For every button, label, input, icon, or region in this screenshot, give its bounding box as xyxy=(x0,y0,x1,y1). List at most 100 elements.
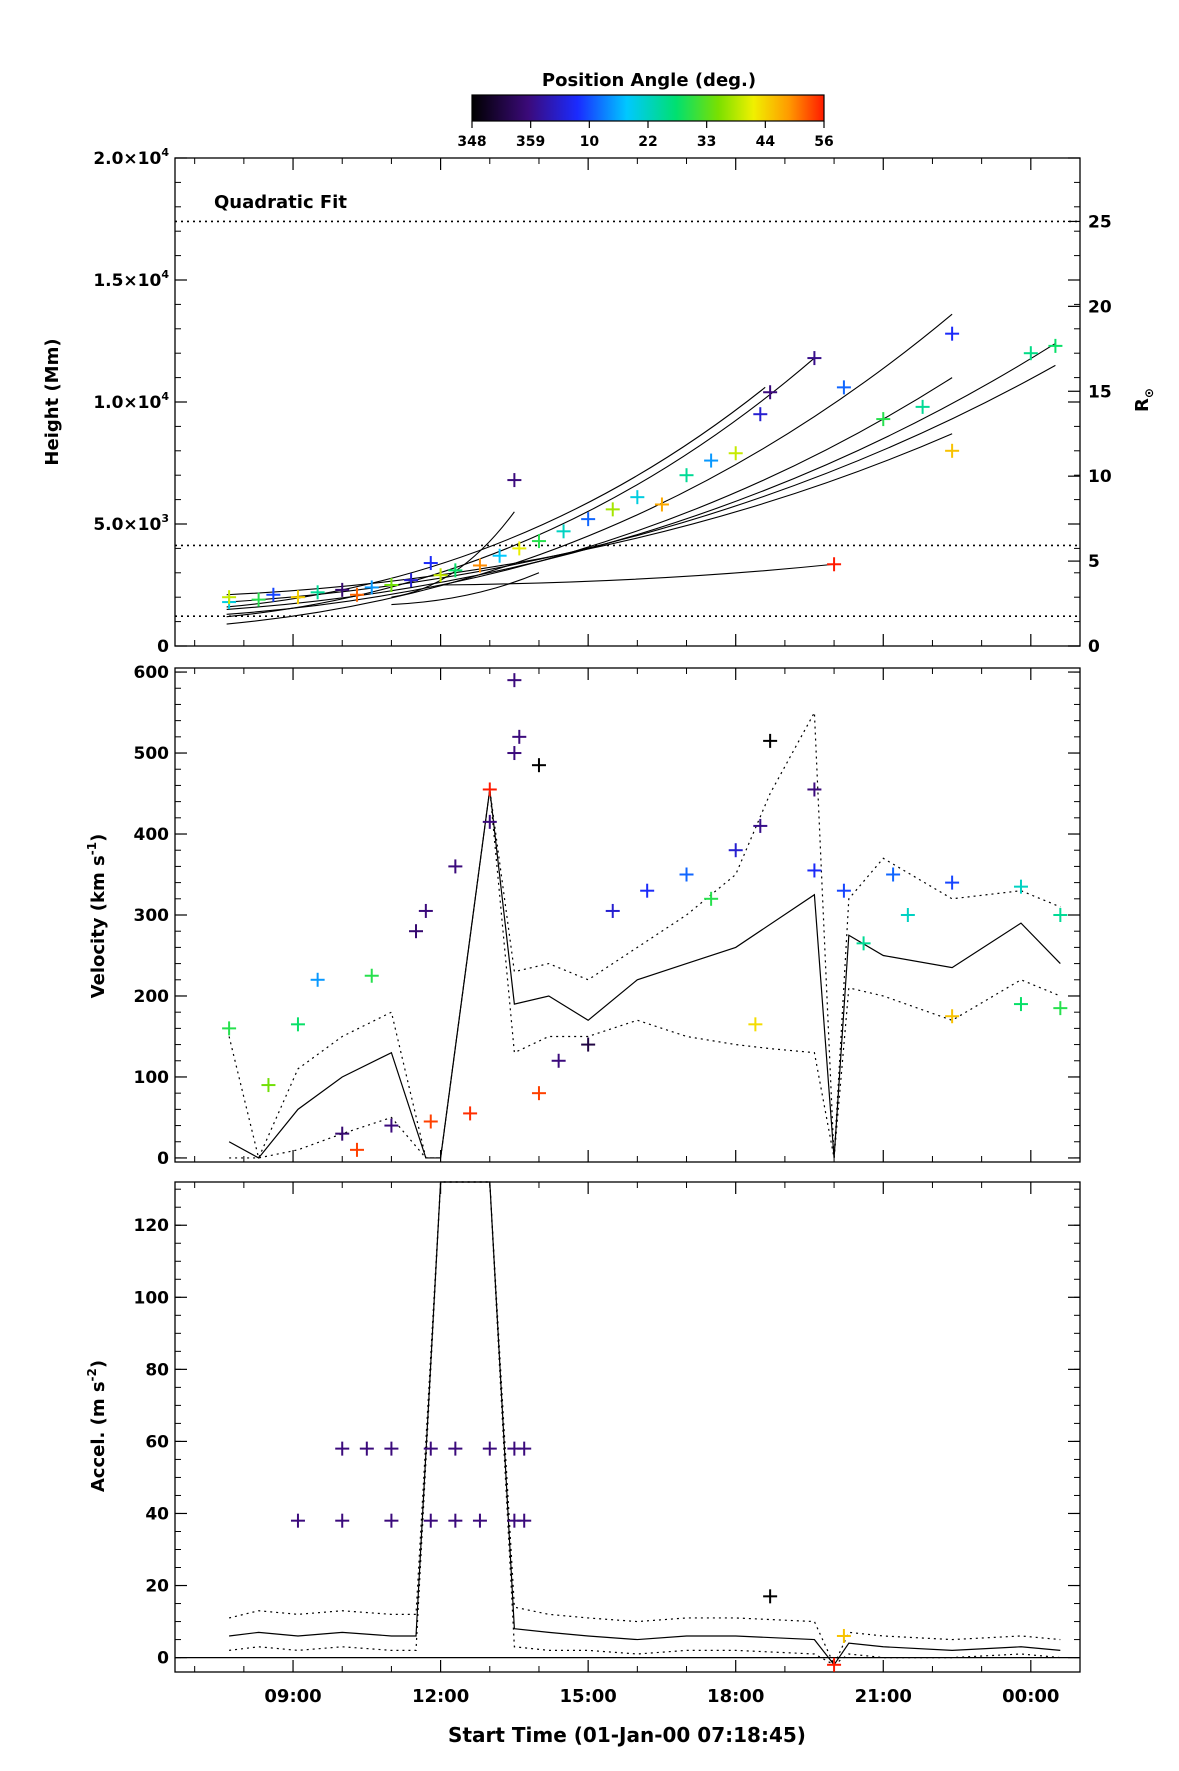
data-point xyxy=(531,1086,546,1101)
data-point xyxy=(807,351,822,366)
data-point xyxy=(807,863,822,878)
data-point xyxy=(1013,997,1028,1012)
height-y2label: R⊙ xyxy=(1132,388,1156,412)
data-point xyxy=(581,1037,596,1052)
data-point xyxy=(433,568,448,583)
accel-upper-bound-line xyxy=(228,1181,1061,1667)
data-point xyxy=(448,1513,463,1528)
data-point xyxy=(448,859,463,874)
velocity-panel-frame xyxy=(174,667,1081,1163)
data-point xyxy=(836,883,851,898)
data-point xyxy=(335,1441,350,1456)
x-axis-label: Start Time (01-Jan-00 07:18:45) xyxy=(448,1723,806,1747)
velocity-lower-bound-line xyxy=(229,789,1061,1159)
colorbar: Position Angle (deg.) 348 359 10 22 33 44 56 xyxy=(457,70,833,150)
data-point xyxy=(423,1513,438,1528)
data-point xyxy=(728,843,743,858)
y-tick-label: 20 xyxy=(145,1577,169,1597)
data-point xyxy=(945,443,960,458)
y-tick-exponent: 4 xyxy=(161,146,169,159)
colorbar-tick-label: 359 xyxy=(516,134,545,150)
quadratic-fit-line xyxy=(226,377,953,615)
y-tick-exponent: 3 xyxy=(161,512,169,525)
height-panel-frame xyxy=(174,157,1081,647)
y-tick-label: 5.0×103 xyxy=(93,512,169,535)
velocity-ylabel-sup: -1 xyxy=(85,842,99,855)
y-tick-label: 0 xyxy=(157,1649,169,1669)
y-tick-exponent: 4 xyxy=(161,268,169,281)
y-tick-label: 120 xyxy=(134,1216,170,1236)
y2-tick-label: 0 xyxy=(1088,637,1100,657)
accel-panel-frame xyxy=(174,1181,1081,1673)
accel-ylabel-text: Accel. (m s-2) xyxy=(85,1360,109,1492)
data-point xyxy=(763,733,778,748)
data-point xyxy=(1053,1001,1068,1016)
x-tick-label: 18:00 xyxy=(707,1686,764,1707)
height-y2label-main: R xyxy=(1132,398,1153,412)
accel-ylabel-sup: -2 xyxy=(85,1368,99,1381)
height-ylabel: Height (Mm) xyxy=(42,338,63,465)
data-point xyxy=(384,1513,399,1528)
y2-tick-label: 20 xyxy=(1088,297,1112,317)
height-panel: 0 5.0×103 1.0×104 1.5×104 2.0×104 0 5 10 15 20 25 xyxy=(93,146,1112,657)
data-point xyxy=(482,814,497,829)
data-point xyxy=(507,473,522,488)
accel-ylabel: Accel. (m s-2) xyxy=(85,1360,109,1492)
data-point xyxy=(423,1441,438,1456)
y-tick-label: 500 xyxy=(134,744,170,764)
data-point xyxy=(290,590,305,605)
data-point xyxy=(472,558,487,573)
accel-median-line xyxy=(229,1181,1061,1666)
colorbar-title: Position Angle (deg.) xyxy=(542,70,756,91)
data-point xyxy=(807,782,822,797)
data-point xyxy=(251,592,266,607)
y2-tick-label: 25 xyxy=(1088,212,1112,232)
data-point xyxy=(261,1078,276,1093)
colorbar-tick-label: 10 xyxy=(580,134,600,150)
x-tick-label: 12:00 xyxy=(412,1686,469,1707)
data-point xyxy=(335,1126,350,1141)
y-tick-label: 80 xyxy=(145,1360,169,1380)
data-point xyxy=(290,1513,305,1528)
data-point xyxy=(448,563,463,578)
data-point xyxy=(512,541,527,556)
data-point xyxy=(581,512,596,527)
data-point xyxy=(266,587,281,602)
data-point xyxy=(507,746,522,761)
data-point xyxy=(900,908,915,922)
data-point xyxy=(404,573,419,588)
colorbar-tick-label: 44 xyxy=(756,134,776,150)
data-point xyxy=(418,903,433,918)
velocity-median-line xyxy=(228,789,1061,1159)
data-point xyxy=(517,1513,532,1528)
data-point xyxy=(1023,346,1038,361)
x-tick-label: 15:00 xyxy=(560,1686,617,1707)
velocity-ylabel-end: ) xyxy=(88,834,109,842)
accel-panel: 0 20 40 60 80 100 120 xyxy=(134,1181,1081,1672)
velocity-ylabel: Velocity (km s-1) xyxy=(85,834,109,999)
data-point xyxy=(310,585,325,600)
data-point xyxy=(915,399,930,414)
data-point xyxy=(290,1017,305,1032)
data-point xyxy=(364,580,379,595)
data-point xyxy=(349,587,364,602)
colorbar-ticks: 348 359 10 22 33 44 56 xyxy=(457,121,834,150)
data-point xyxy=(836,1628,851,1643)
data-point xyxy=(310,972,325,987)
data-point xyxy=(679,867,694,882)
data-point xyxy=(827,557,842,572)
colorbar-tick-label: 56 xyxy=(814,134,833,150)
quadratic-fit-line xyxy=(226,357,815,618)
data-point xyxy=(507,673,522,688)
data-point xyxy=(753,818,768,833)
quadratic-fit-line xyxy=(226,364,1056,603)
height-y2label-sub: ⊙ xyxy=(1142,388,1156,398)
data-point xyxy=(763,385,778,400)
data-point xyxy=(423,1114,438,1129)
data-point xyxy=(1013,879,1028,894)
colorbar-tick-label: 348 xyxy=(457,134,486,150)
velocity-upper-bound-line xyxy=(228,710,1061,1160)
data-point xyxy=(945,1009,960,1024)
height-y2label-text: R⊙ xyxy=(1132,388,1156,412)
